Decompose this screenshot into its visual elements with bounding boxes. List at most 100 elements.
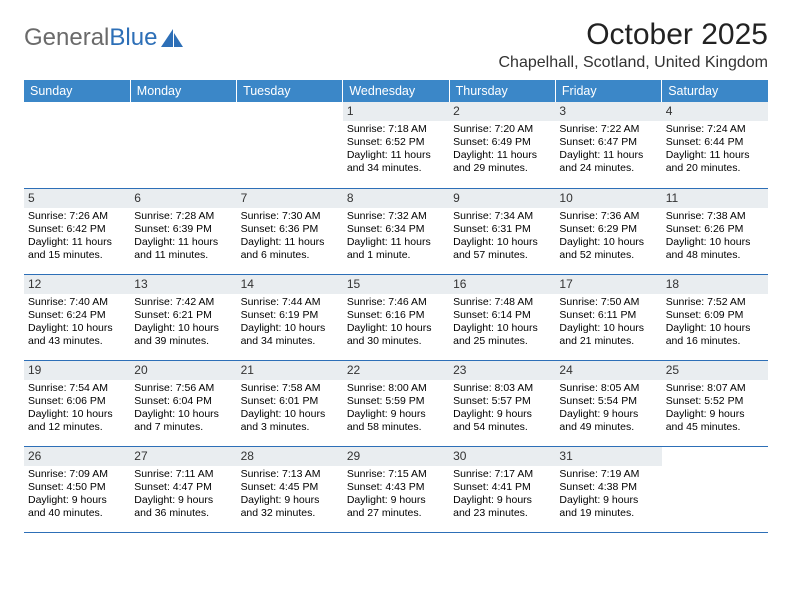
day-header: Wednesday — [343, 80, 449, 102]
sunrise: Sunrise: 8:03 AM — [453, 382, 551, 395]
day-number: 11 — [662, 189, 768, 208]
calendar-cell: 23Sunrise: 8:03 AMSunset: 5:57 PMDayligh… — [449, 360, 555, 446]
calendar-cell: 7Sunrise: 7:30 AMSunset: 6:36 PMDaylight… — [237, 188, 343, 274]
daylight: Daylight: 11 hours and 15 minutes. — [28, 236, 126, 262]
calendar-table: SundayMondayTuesdayWednesdayThursdayFrid… — [24, 80, 768, 533]
calendar-cell: 30Sunrise: 7:17 AMSunset: 4:41 PMDayligh… — [449, 446, 555, 532]
sunset: Sunset: 6:24 PM — [28, 309, 126, 322]
sunrise: Sunrise: 7:46 AM — [347, 296, 445, 309]
daylight: Daylight: 9 hours and 45 minutes. — [666, 408, 764, 434]
sunrise: Sunrise: 7:26 AM — [28, 210, 126, 223]
sunset: Sunset: 5:52 PM — [666, 395, 764, 408]
sunset: Sunset: 4:50 PM — [28, 481, 126, 494]
sunset: Sunset: 6:09 PM — [666, 309, 764, 322]
calendar-cell: 15Sunrise: 7:46 AMSunset: 6:16 PMDayligh… — [343, 274, 449, 360]
sunset: Sunset: 5:57 PM — [453, 395, 551, 408]
day-details: Sunrise: 7:22 AMSunset: 6:47 PMDaylight:… — [559, 123, 657, 176]
day-details: Sunrise: 7:56 AMSunset: 6:04 PMDaylight:… — [134, 382, 232, 435]
sunset: Sunset: 6:21 PM — [134, 309, 232, 322]
daylight: Daylight: 10 hours and 21 minutes. — [559, 322, 657, 348]
sunset: Sunset: 6:29 PM — [559, 223, 657, 236]
sunrise: Sunrise: 7:36 AM — [559, 210, 657, 223]
calendar-cell: 24 Sunrise: 8:05 AMSunset: 5:54 PMDayligh… — [555, 360, 661, 446]
day-number: 8 — [343, 189, 449, 208]
day-number: 9 — [449, 189, 555, 208]
day-details: Sunrise: 7:48 AMSunset: 6:14 PMDaylight:… — [453, 296, 551, 349]
calendar-cell: 27Sunrise: 7:11 AMSunset: 4:47 PMDayligh… — [130, 446, 236, 532]
day-number: 4 — [662, 102, 768, 121]
sunrise: Sunrise: 8:05 AM — [559, 382, 657, 395]
calendar-cell: 12Sunrise: 7:40 AMSunset: 6:24 PMDayligh… — [24, 274, 130, 360]
day-details: Sunrise: 7:54 AMSunset: 6:06 PMDaylight:… — [28, 382, 126, 435]
sunrise: Sunrise: 7:30 AM — [241, 210, 339, 223]
daylight: Daylight: 11 hours and 29 minutes. — [453, 149, 551, 175]
daylight: Daylight: 11 hours and 20 minutes. — [666, 149, 764, 175]
sunrise: Sunrise: 7:19 AM — [559, 468, 657, 481]
calendar-week: 19Sunrise: 7:54 AMSunset: 6:06 PMDayligh… — [24, 360, 768, 446]
sunrise: Sunrise: 7:15 AM — [347, 468, 445, 481]
day-number — [237, 102, 343, 106]
day-number: 13 — [130, 275, 236, 294]
day-number: 24 — [555, 361, 661, 380]
daylight: Daylight: 9 hours and 23 minutes. — [453, 494, 551, 520]
daylight: Daylight: 10 hours and 52 minutes. — [559, 236, 657, 262]
calendar-cell — [237, 102, 343, 188]
day-details: Sunrise: 8:03 AMSunset: 5:57 PMDaylight:… — [453, 382, 551, 435]
sunrise: Sunrise: 7:34 AM — [453, 210, 551, 223]
daylight: Daylight: 11 hours and 34 minutes. — [347, 149, 445, 175]
calendar-cell: 1Sunrise: 7:18 AMSunset: 6:52 PMDaylight… — [343, 102, 449, 188]
calendar-week: 12Sunrise: 7:40 AMSunset: 6:24 PMDayligh… — [24, 274, 768, 360]
day-number: 21 — [237, 361, 343, 380]
day-details: Sunrise: 8:00 AMSunset: 5:59 PMDaylight:… — [347, 382, 445, 435]
daylight: Daylight: 9 hours and 40 minutes. — [28, 494, 126, 520]
calendar-cell: 13Sunrise: 7:42 AMSunset: 6:21 PMDayligh… — [130, 274, 236, 360]
sunset: Sunset: 4:45 PM — [241, 481, 339, 494]
day-number: 12 — [24, 275, 130, 294]
calendar-cell: 19Sunrise: 7:54 AMSunset: 6:06 PMDayligh… — [24, 360, 130, 446]
day-details: Sunrise: 8:05 AMSunset: 5:54 PMDaylight:… — [559, 382, 657, 435]
day-number: 16 — [449, 275, 555, 294]
sunset: Sunset: 6:49 PM — [453, 136, 551, 149]
calendar-cell — [24, 102, 130, 188]
sunset: Sunset: 6:14 PM — [453, 309, 551, 322]
day-details: Sunrise: 7:58 AMSunset: 6:01 PMDaylight:… — [241, 382, 339, 435]
sunrise: Sunrise: 7:48 AM — [453, 296, 551, 309]
day-details: Sunrise: 7:15 AMSunset: 4:43 PMDaylight:… — [347, 468, 445, 521]
day-details: Sunrise: 7:46 AMSunset: 6:16 PMDaylight:… — [347, 296, 445, 349]
sunrise: Sunrise: 7:11 AM — [134, 468, 232, 481]
day-details: Sunrise: 7:44 AMSunset: 6:19 PMDaylight:… — [241, 296, 339, 349]
daylight: Daylight: 11 hours and 1 minute. — [347, 236, 445, 262]
daylight: Daylight: 9 hours and 36 minutes. — [134, 494, 232, 520]
day-details: Sunrise: 7:17 AMSunset: 4:41 PMDaylight:… — [453, 468, 551, 521]
logo-text-1: General — [24, 24, 109, 52]
month-title: October 2025 — [499, 18, 769, 52]
day-header: Sunday — [24, 80, 130, 102]
calendar-cell: 11Sunrise: 7:38 AMSunset: 6:26 PMDayligh… — [662, 188, 768, 274]
location: Chapelhall, Scotland, United Kingdom — [499, 54, 769, 72]
day-number: 2 — [449, 102, 555, 121]
sunrise: Sunrise: 7:28 AM — [134, 210, 232, 223]
day-details: Sunrise: 7:36 AMSunset: 6:29 PMDaylight:… — [559, 210, 657, 263]
day-details: Sunrise: 7:20 AMSunset: 6:49 PMDaylight:… — [453, 123, 551, 176]
daylight: Daylight: 10 hours and 57 minutes. — [453, 236, 551, 262]
calendar-cell: 31Sunrise: 7:19 AMSunset: 4:38 PMDayligh… — [555, 446, 661, 532]
daylight: Daylight: 9 hours and 58 minutes. — [347, 408, 445, 434]
sunset: Sunset: 6:36 PM — [241, 223, 339, 236]
sunrise: Sunrise: 7:50 AM — [559, 296, 657, 309]
sunrise: Sunrise: 7:38 AM — [666, 210, 764, 223]
daylight: Daylight: 9 hours and 27 minutes. — [347, 494, 445, 520]
calendar-cell: 10Sunrise: 7:36 AMSunset: 6:29 PMDayligh… — [555, 188, 661, 274]
sunrise: Sunrise: 7:09 AM — [28, 468, 126, 481]
daylight: Daylight: 11 hours and 11 minutes. — [134, 236, 232, 262]
sunrise: Sunrise: 7:42 AM — [134, 296, 232, 309]
sunrise: Sunrise: 8:07 AM — [666, 382, 764, 395]
day-details: Sunrise: 7:28 AMSunset: 6:39 PMDaylight:… — [134, 210, 232, 263]
sunset: Sunset: 6:42 PM — [28, 223, 126, 236]
daylight: Daylight: 10 hours and 3 minutes. — [241, 408, 339, 434]
logo: GeneralBlue — [24, 24, 185, 52]
day-number: 28 — [237, 447, 343, 466]
sunset: Sunset: 6:16 PM — [347, 309, 445, 322]
calendar-cell: 6Sunrise: 7:28 AMSunset: 6:39 PMDaylight… — [130, 188, 236, 274]
calendar-cell: 3Sunrise: 7:22 AMSunset: 6:47 PMDaylight… — [555, 102, 661, 188]
day-details: Sunrise: 7:50 AMSunset: 6:11 PMDaylight:… — [559, 296, 657, 349]
